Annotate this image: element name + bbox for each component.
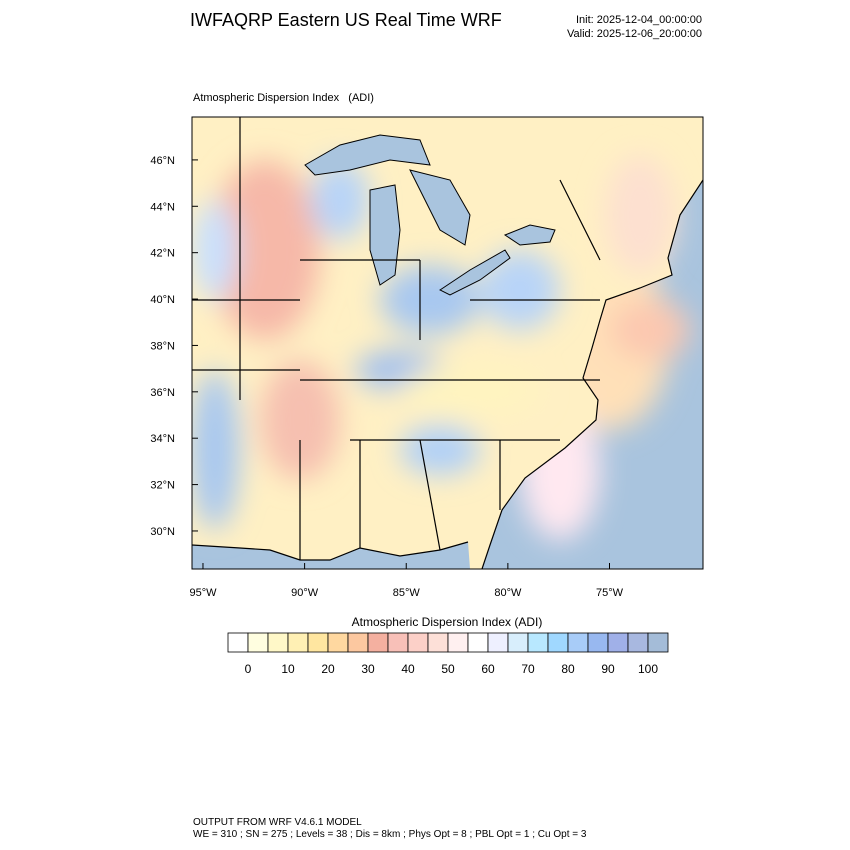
colorbar-tick-label: 70 xyxy=(521,662,535,676)
colorbar-tick-label: 100 xyxy=(638,662,658,676)
y-tick-label: 40°N xyxy=(150,294,175,306)
y-tick-label: 34°N xyxy=(150,433,175,445)
x-tick-label: 95°W xyxy=(189,587,217,599)
y-tick-label: 30°N xyxy=(150,526,175,538)
colorbar-box xyxy=(427,632,449,653)
y-tick-label: 44°N xyxy=(150,201,175,213)
y-tick-label: 38°N xyxy=(150,340,175,352)
colorbar-box xyxy=(507,632,529,653)
colorbar-tick-label: 80 xyxy=(561,662,575,676)
x-tick-label: 80°W xyxy=(494,587,522,599)
colorbar-tick-label: 10 xyxy=(281,662,295,676)
colorbar-box xyxy=(267,632,289,653)
y-tick-label: 36°N xyxy=(150,387,175,399)
footer-line: WE = 310 ; SN = 275 ; Levels = 38 ; Dis … xyxy=(193,829,587,840)
colorbar: 0 10 20 30 40 50 60 70 80 90 100 xyxy=(227,632,669,676)
init-time: Init: 2025-12-04_00:00:00 xyxy=(576,14,702,26)
colorbar-box xyxy=(567,632,589,653)
axes: 30°N 32°N 34°N 36°N 38°N 40°N 42°N 44°N 46°N 95°W… xyxy=(150,155,623,599)
y-tick-label: 32°N xyxy=(150,480,175,492)
colorbar-box xyxy=(647,632,669,653)
map-title: Atmospheric Dispersion Index (ADI) xyxy=(193,92,374,104)
colorbar-tick-label: 60 xyxy=(481,662,495,676)
map-field xyxy=(192,117,703,569)
state-lines xyxy=(192,117,601,560)
colorbar-box xyxy=(247,632,269,653)
colorbar-tick-label: 30 xyxy=(361,662,375,676)
colorbar-tick-label: 90 xyxy=(601,662,615,676)
colorbar-tick-label: 50 xyxy=(441,662,455,676)
colorbar-box xyxy=(287,632,309,653)
colorbar-box xyxy=(587,632,609,653)
colorbar-box xyxy=(487,632,509,653)
coastline xyxy=(192,179,703,569)
colorbar-box xyxy=(347,632,369,653)
title: IWFAQRP Eastern US Real Time WRF xyxy=(190,10,502,30)
colorbar-title: Atmospheric Dispersion Index (ADI) xyxy=(352,615,543,629)
footer-line: OUTPUT FROM WRF V4.6.1 MODEL xyxy=(193,817,362,828)
colorbar-box xyxy=(387,632,409,653)
colorbar-tick-label: 40 xyxy=(401,662,415,676)
colorbar-box xyxy=(467,632,489,653)
colorbar-box xyxy=(227,632,249,653)
colorbar-box xyxy=(547,632,569,653)
colorbar-box xyxy=(307,632,329,653)
colorbar-box xyxy=(367,632,389,653)
valid-time: Valid: 2025-12-06_20:00:00 xyxy=(567,28,702,40)
colorbar-box xyxy=(607,632,629,653)
land-field xyxy=(192,155,675,530)
colorbar-tick-label: 20 xyxy=(321,662,335,676)
x-tick-label: 75°W xyxy=(596,587,624,599)
x-tick-label: 90°W xyxy=(291,587,319,599)
x-tick-label: 85°W xyxy=(393,587,421,599)
colorbar-box xyxy=(447,632,469,653)
colorbar-box xyxy=(627,632,649,653)
colorbar-box xyxy=(527,632,549,653)
y-tick-label: 46°N xyxy=(150,155,175,167)
y-tick-label: 42°N xyxy=(150,248,175,260)
colorbar-box xyxy=(407,632,429,653)
colorbar-box xyxy=(327,632,349,653)
colorbar-tick-label: 0 xyxy=(245,662,252,676)
map-frame xyxy=(191,116,704,570)
